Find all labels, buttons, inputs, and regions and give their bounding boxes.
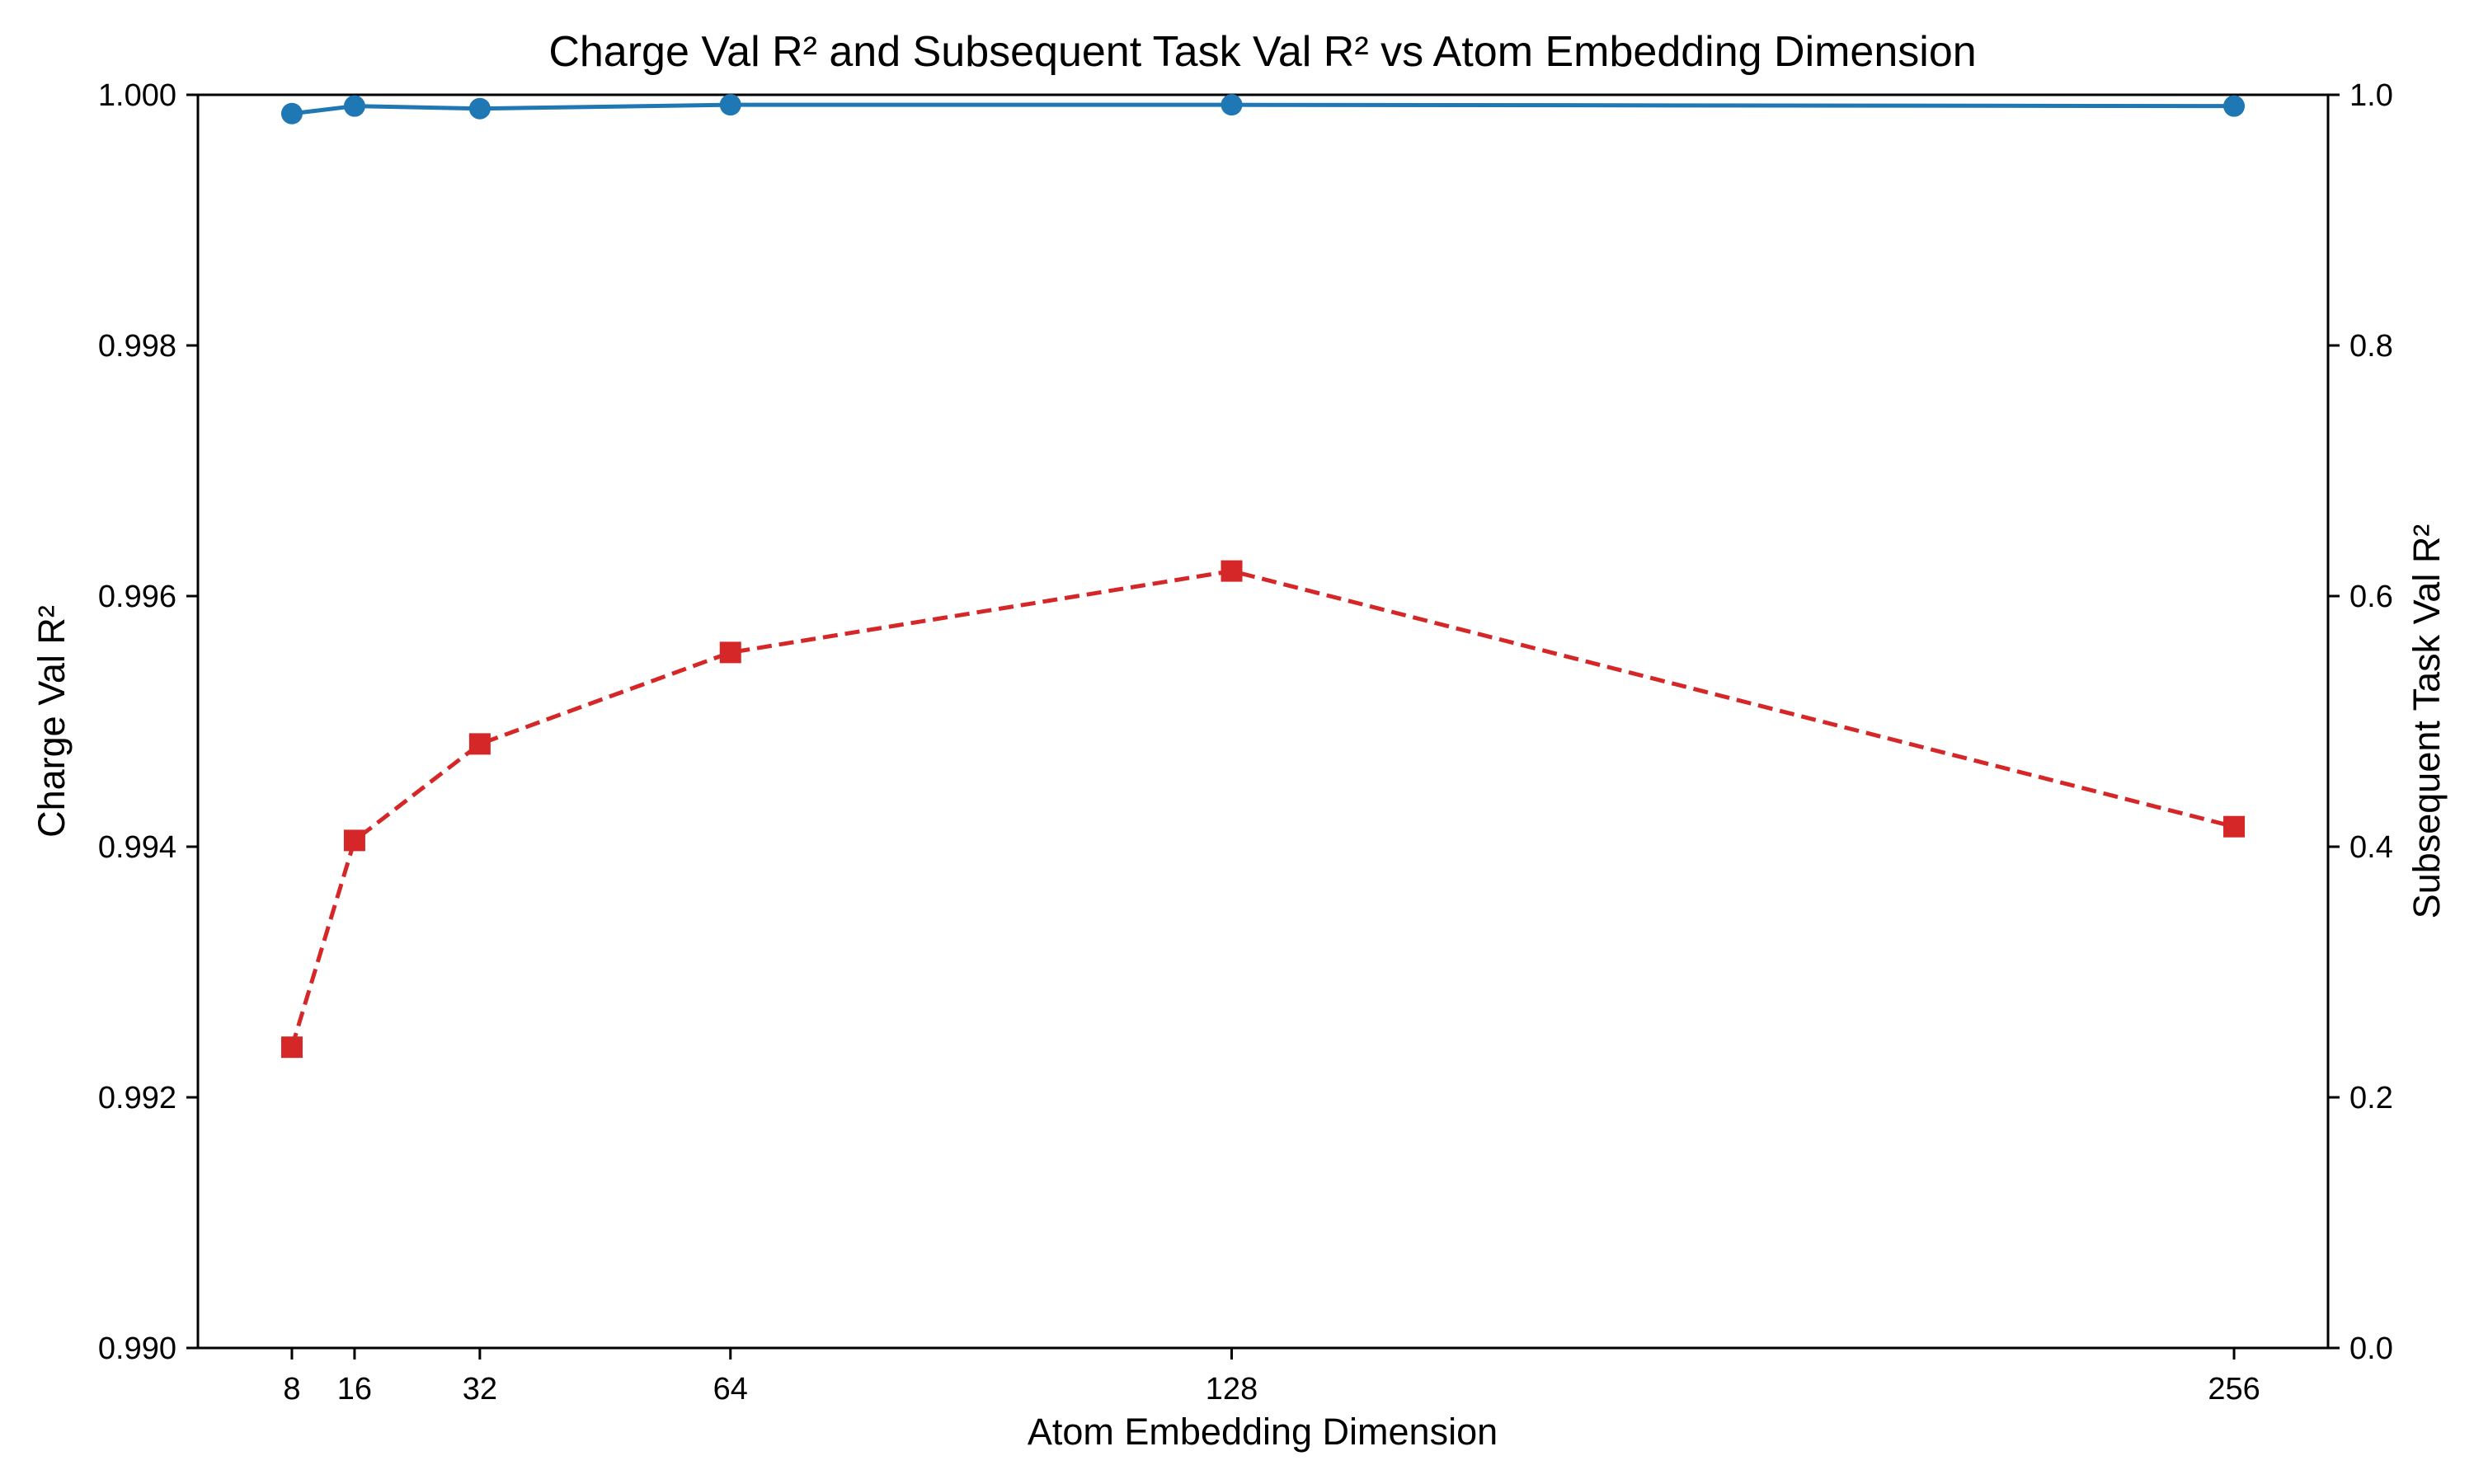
right-y-axis-ticks: 0.0 0.2 0.4 0.6 0.8 1.0: [2328, 78, 2393, 1366]
x-tick-label: 256: [2208, 1372, 2260, 1407]
subsequent-task-point: [343, 829, 365, 852]
right-y-tick-label: 1.0: [2349, 78, 2393, 113]
subsequent-task-point: [719, 641, 741, 664]
left-y-tick-label: 1.000: [98, 78, 176, 113]
series-layer: [280, 94, 2246, 1059]
x-axis-label: Atom Embedding Dimension: [1028, 1411, 1498, 1453]
charge-point: [1221, 94, 1243, 116]
x-tick-label: 32: [463, 1372, 497, 1407]
charge-series-line: [291, 102, 2235, 116]
chart-title: Charge Val R² and Subsequent Task Val R²…: [548, 28, 1976, 76]
subsequent-task-point: [468, 733, 491, 755]
left-y-tick-label: 0.996: [98, 580, 176, 614]
subsequent-task-series-line: [289, 569, 2235, 1048]
subsequent-task-point: [1221, 560, 1243, 582]
right-y-tick-label: 0.8: [2349, 329, 2393, 364]
left-y-axis-label: Charge Val R²: [31, 605, 73, 838]
charge-point: [280, 102, 303, 124]
x-axis-ticks: 8 16 32 64 128 256: [283, 1348, 2260, 1407]
x-tick-label: 64: [713, 1372, 748, 1407]
right-y-tick-label: 0.2: [2349, 1081, 2393, 1115]
x-tick-label: 8: [283, 1372, 300, 1407]
left-y-tick-label: 0.992: [98, 1081, 176, 1115]
left-y-tick-label: 0.994: [98, 830, 176, 865]
right-y-axis-label: Subsequent Task Val R²: [2406, 524, 2448, 919]
charge-point: [468, 97, 491, 120]
left-y-tick-label: 0.990: [98, 1331, 176, 1366]
left-y-tick-label: 0.998: [98, 329, 176, 364]
x-tick-label: 16: [337, 1372, 372, 1407]
plot-frame: [196, 93, 2330, 1350]
charge-point: [343, 95, 365, 117]
right-y-tick-label: 0.4: [2349, 830, 2393, 865]
right-y-tick-label: 0.6: [2349, 580, 2393, 614]
subsequent-task-point: [2223, 815, 2246, 838]
subsequent-task-point: [280, 1036, 303, 1059]
x-tick-label: 128: [1206, 1372, 1258, 1407]
right-y-tick-label: 0.0: [2349, 1331, 2393, 1366]
charge-point: [719, 94, 741, 116]
left-y-axis-ticks: 0.990 0.992 0.994 0.996 0.998 1.000: [98, 78, 198, 1366]
charge-point: [2223, 95, 2246, 117]
